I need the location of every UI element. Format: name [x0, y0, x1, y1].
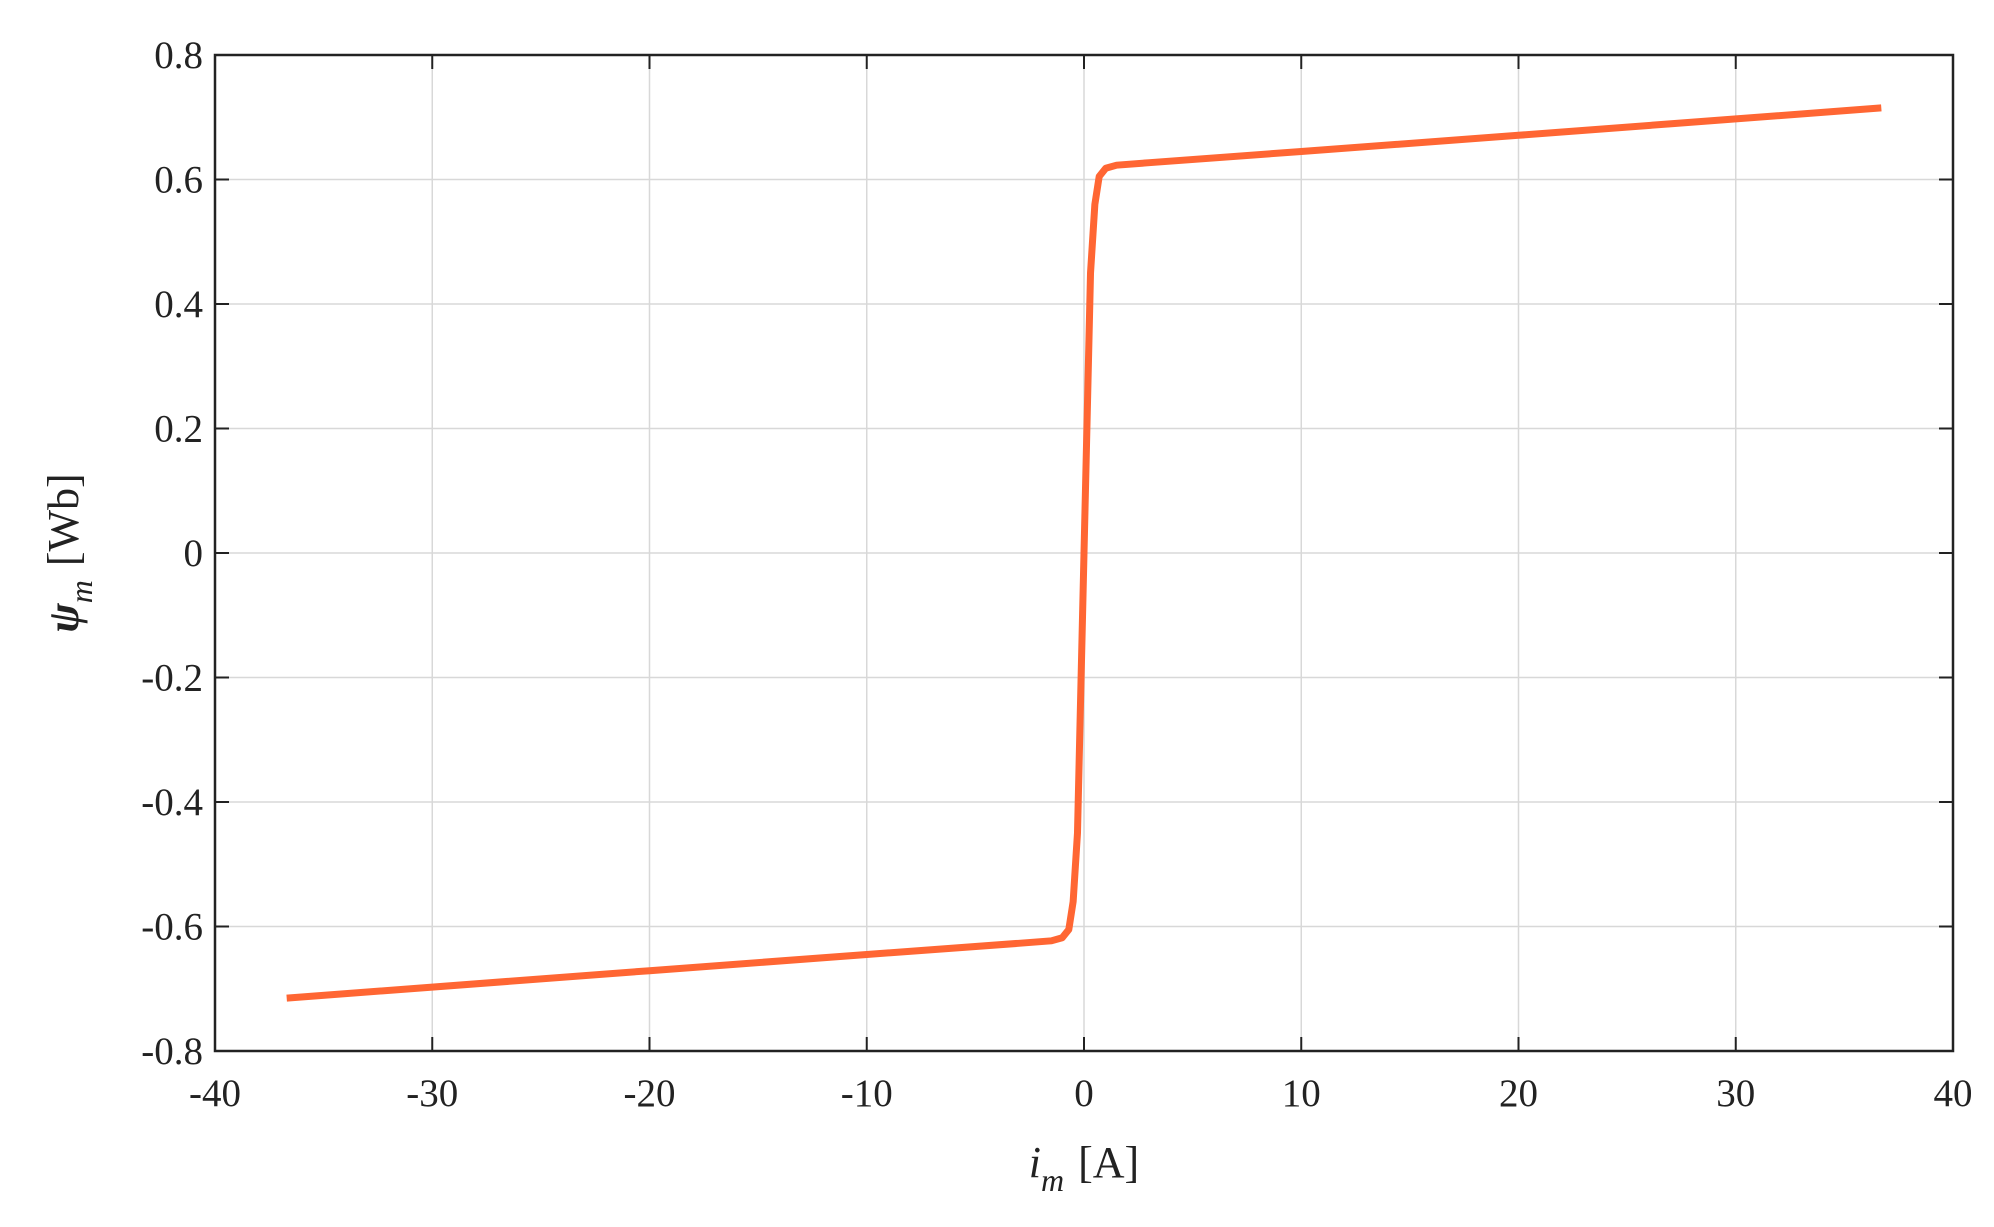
x-tick-label: 30: [1716, 1072, 1755, 1115]
y-label-subscript: m: [63, 580, 99, 603]
x-tick-label: 0: [1074, 1072, 1094, 1115]
axes: -0.8 -0.6 -0.4 -0.2 0 0.2 0.4 0.6 0.8 -40 -30 -20 -1…: [141, 34, 1972, 1115]
y-tick-label: -0.4: [141, 781, 203, 824]
y-tick-label: -0.6: [141, 906, 203, 949]
x-tick-label: -30: [406, 1072, 458, 1115]
y-tick-label: 0.6: [154, 159, 203, 202]
x-label-subscript: m: [1041, 1162, 1064, 1198]
x-axis-label: im [A]: [1029, 1138, 1139, 1198]
x-tick-label: 10: [1282, 1072, 1321, 1115]
x-tick-label: -20: [624, 1072, 676, 1115]
x-tick-label: 20: [1499, 1072, 1538, 1115]
plot-area: [286, 104, 1882, 1002]
x-label-unit: [A]: [1078, 1138, 1139, 1187]
x-label-symbol: i: [1029, 1138, 1041, 1187]
data-line: [286, 104, 1882, 1002]
y-axis-label: ψm [Wb]: [39, 473, 99, 632]
plot-frame: [213, 53, 1955, 1053]
x-tick-label: -10: [841, 1072, 893, 1115]
y-tick-label: -0.2: [141, 657, 203, 700]
y-label-symbol: ψ: [39, 603, 88, 633]
y-tick-label: 0.4: [154, 283, 203, 326]
x-tick-label: 40: [1934, 1072, 1973, 1115]
x-tick-label: -40: [189, 1072, 241, 1115]
y-tick-label: 0: [184, 532, 204, 575]
y-label-unit: [Wb]: [39, 473, 88, 566]
y-tick-label: -0.8: [141, 1030, 203, 1073]
y-tick-label: 0.8: [154, 34, 203, 77]
y-tick-label: 0.2: [154, 408, 203, 451]
